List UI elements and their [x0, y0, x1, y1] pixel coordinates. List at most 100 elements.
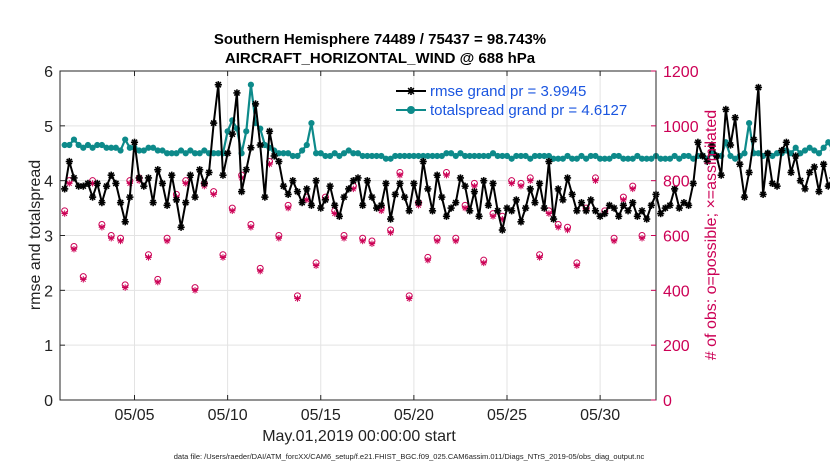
marker-stroke — [606, 202, 613, 209]
totalspread-point — [452, 152, 459, 160]
totalspread-point — [671, 152, 678, 160]
marker-stroke — [787, 169, 795, 176]
marker-stroke — [359, 238, 366, 244]
obs-assimilated-point — [61, 210, 68, 217]
rmse-point — [154, 166, 162, 174]
footnote: data file: /Users/raeder/DAI/ATM_forcXX/… — [174, 452, 645, 461]
marker-stroke — [289, 177, 296, 184]
rmse-point — [210, 119, 218, 127]
legend-totalspread-marker — [407, 106, 415, 114]
rmse-point — [559, 196, 567, 204]
rmse-point — [88, 193, 97, 201]
rmse-point — [526, 185, 534, 193]
rmse-point — [214, 81, 222, 89]
totalspread-point — [643, 155, 650, 162]
marker-stroke — [304, 197, 310, 203]
totalspread-point — [620, 155, 627, 162]
totalspread-point — [592, 152, 599, 160]
obs-assimilated-point — [294, 295, 301, 302]
obs-assimilated-point — [247, 224, 255, 231]
marker-stroke — [620, 197, 627, 203]
marker-stroke — [759, 191, 767, 198]
rmse-point — [498, 226, 506, 234]
totalspread-point — [215, 150, 222, 157]
marker-stroke — [461, 182, 469, 190]
rmse-point — [624, 207, 632, 215]
rmse-point — [712, 152, 721, 160]
totalspread-point — [624, 155, 632, 162]
marker-stroke — [280, 182, 287, 190]
marker-stroke — [713, 152, 720, 160]
rmse-point — [461, 182, 469, 190]
rmse-point — [233, 89, 241, 97]
legend: rmse grand pr = 3.9945 totalspread grand… — [396, 83, 627, 119]
marker-stroke — [815, 188, 823, 195]
marker-stroke — [271, 152, 278, 160]
marker-stroke — [84, 180, 92, 187]
rmse-point — [787, 168, 795, 177]
totalspread-point — [727, 152, 734, 160]
rmse-point — [345, 185, 353, 193]
rmse-point — [196, 166, 204, 174]
marker-stroke — [596, 213, 604, 220]
obs-assimilated-point — [229, 207, 236, 215]
marker-stroke — [364, 177, 371, 184]
rmse-point — [368, 193, 376, 201]
marker-stroke — [741, 193, 748, 201]
marker-stroke — [569, 191, 576, 198]
marker-stroke — [643, 215, 650, 223]
rmse-point — [224, 149, 232, 157]
marker-stroke — [634, 213, 641, 220]
marker-stroke — [108, 172, 115, 179]
marker-stroke — [322, 196, 329, 204]
totalspread-point — [629, 155, 636, 162]
obs-assimilated-point — [573, 262, 581, 269]
obs-assimilated-point — [508, 180, 515, 187]
rmse-point — [475, 212, 483, 220]
rmse-point — [182, 199, 190, 207]
totalspread-point — [773, 150, 781, 157]
obs-assimilated-point — [387, 229, 394, 236]
axis-ticks: 05/05 05/10 05/15 05/20 05/25 05/30 0 1 2 3 4 5 6 0 20… — [44, 64, 699, 424]
obs-assimilated-point — [359, 237, 366, 245]
marker-stroke — [639, 235, 645, 241]
rmse-point — [633, 212, 641, 220]
rmse-point — [684, 201, 693, 209]
obs-assimilated-point — [182, 180, 189, 187]
rmse-point — [452, 199, 460, 207]
marker-stroke — [159, 180, 166, 187]
y-right-tick-label: 400 — [663, 283, 690, 300]
totalspread-point — [475, 152, 483, 160]
obs-assimilated-point — [424, 256, 432, 264]
rmse-point — [456, 174, 465, 182]
rmse-point — [494, 207, 502, 215]
marker-stroke — [731, 114, 739, 121]
rmse-point — [731, 114, 739, 122]
rmse-point — [438, 193, 446, 201]
marker-stroke — [117, 199, 124, 206]
rmse-point — [284, 190, 292, 198]
marker-stroke — [424, 185, 432, 193]
marker-stroke — [257, 268, 263, 274]
rmse-point — [186, 171, 194, 179]
marker-stroke — [513, 196, 520, 204]
rmse-point — [307, 201, 316, 209]
marker-stroke — [229, 208, 235, 214]
y-right-tick-label: 1000 — [663, 119, 699, 136]
totalspread-point — [471, 152, 478, 160]
marker-stroke — [285, 205, 291, 211]
rmse-point — [778, 146, 786, 155]
marker-stroke — [229, 130, 236, 138]
rmse-point — [242, 166, 250, 174]
rmse-point — [587, 196, 595, 204]
obs-assimilated-point — [108, 235, 115, 242]
marker-stroke — [103, 182, 110, 190]
rmse-point — [750, 135, 758, 144]
obs-assimilated-point — [629, 185, 636, 193]
rmse-point — [247, 144, 255, 152]
marker-stroke — [825, 183, 830, 190]
marker-stroke — [453, 238, 459, 244]
marker-stroke — [168, 172, 175, 179]
totalspread-point — [126, 144, 133, 151]
marker-stroke — [820, 161, 827, 168]
